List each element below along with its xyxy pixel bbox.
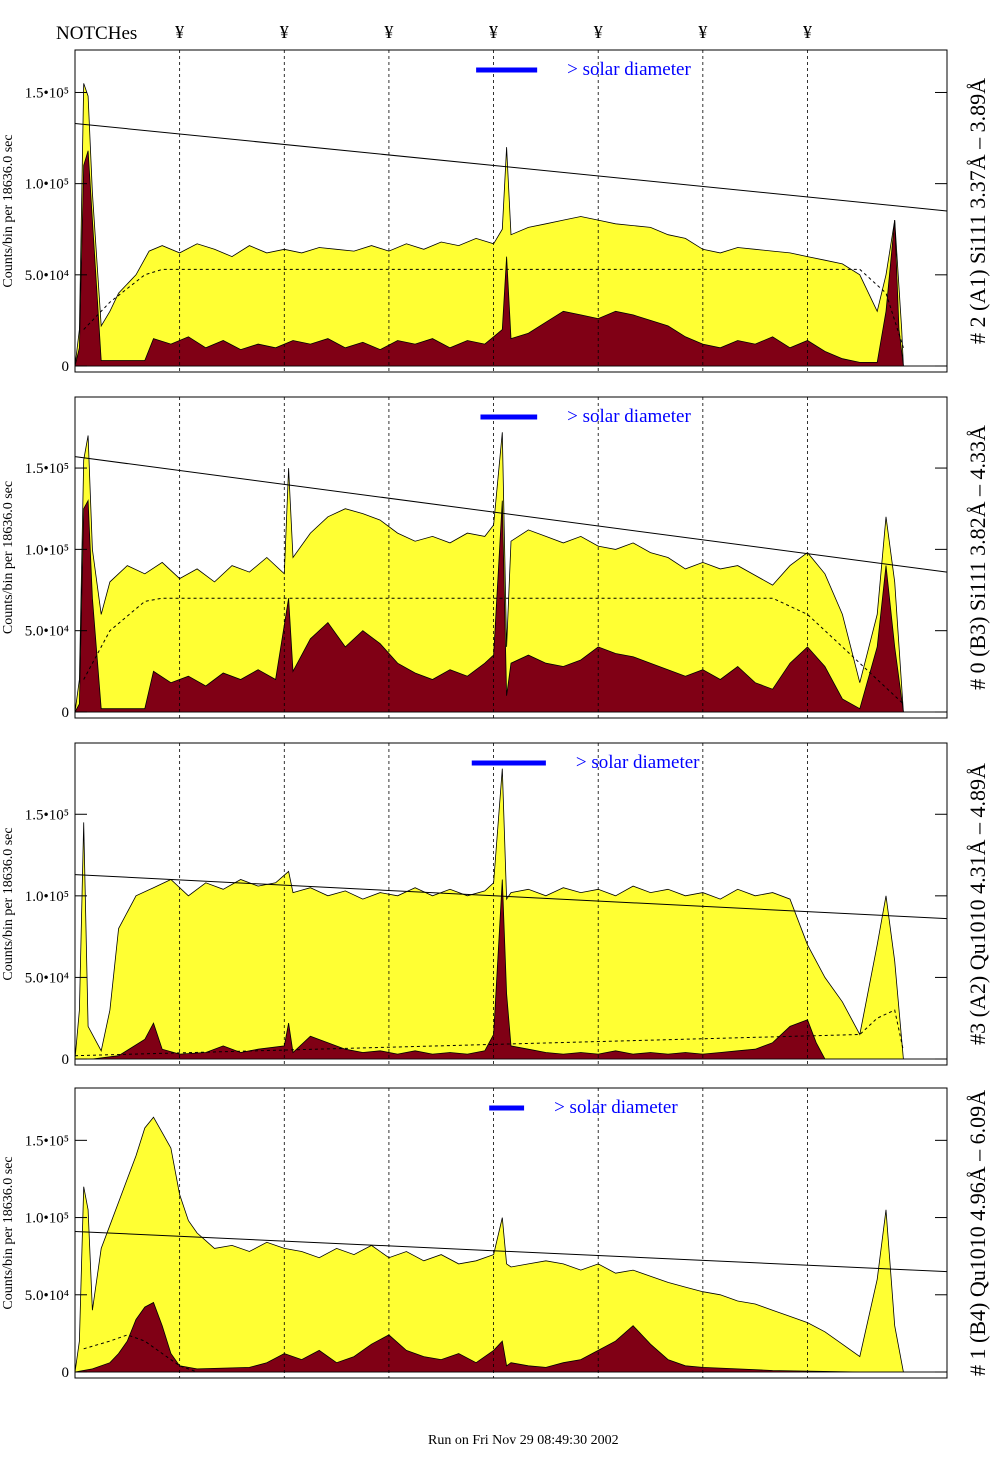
y-tick-label: 1.0•10⁵	[25, 542, 69, 558]
total-counts-histogram	[74, 1116, 947, 1373]
panel-range-label: # 2 (A1) Si111 3.37Å – 3.89Å	[965, 78, 990, 344]
spectrum-panels: 0 5.0•10⁴ 1.0•10⁵ 1.5•10⁵ > solar diameter Co…	[1, 49, 990, 1381]
continuum-line	[74, 122, 948, 212]
solar-diameter-label: > solar diameter	[554, 1097, 678, 1118]
panel-1: 0 5.0•10⁴ 1.0•10⁵ 1.5•10⁵ > solar diameter Co…	[1, 49, 990, 375]
y-tick-label: 1.0•10⁵	[25, 1211, 69, 1227]
y-tick-label: 5.0•10⁴	[25, 1288, 69, 1304]
total-counts-histogram	[74, 83, 947, 367]
y-tick-label: 5.0•10⁴	[25, 268, 69, 284]
solar-diameter-label: > solar diameter	[567, 59, 691, 80]
y-tick-label: 0	[62, 1052, 70, 1068]
notch-mark-1: ¥	[175, 22, 184, 42]
notch-mark-7: ¥	[803, 22, 812, 42]
panel-range-label: # 0 (B3) Si111 3.82Å – 4.33Å	[965, 425, 990, 690]
y-tick-label: 5.0•10⁴	[25, 624, 69, 640]
continuum-line	[74, 456, 948, 573]
notch-mark-5: ¥	[594, 22, 603, 42]
y-tick-label: 0	[62, 705, 70, 721]
notch-mark-3: ¥	[384, 22, 393, 42]
line-counts-histogram	[74, 499, 947, 713]
notch-markers: ¥ ¥ ¥ ¥ ¥ ¥ ¥	[175, 22, 812, 42]
run-timestamp: Run on Fri Nov 29 08:49:30 2002	[428, 1433, 619, 1448]
notch-mark-6: ¥	[698, 22, 707, 42]
notch-mark-2: ¥	[280, 22, 289, 42]
y-axis-label: Counts/bin per 18636.0 sec	[1, 1156, 16, 1309]
solar-diameter-label: > solar diameter	[576, 752, 700, 773]
line-counts-histogram	[75, 879, 947, 1060]
y-tick-label: 0	[62, 1365, 70, 1381]
panel-4: 0 5.0•10⁴ 1.0•10⁵ 1.5•10⁵ > solar diameter Co…	[1, 1087, 990, 1381]
continuum-line	[74, 874, 948, 920]
y-tick-label: 0	[62, 359, 70, 375]
y-tick-label: 5.0•10⁴	[25, 970, 69, 986]
panel-2: 0 5.0•10⁴ 1.0•10⁵ 1.5•10⁵ > solar diameter Co…	[1, 396, 990, 721]
continuum-line	[74, 1230, 948, 1273]
y-axis-label: Counts/bin per 18636.0 sec	[1, 134, 16, 287]
line-counts-histogram	[74, 1301, 947, 1373]
y-tick-label: 1.5•10⁵	[25, 85, 69, 101]
notch-mark-4: ¥	[489, 22, 498, 42]
fit-dashed-line	[83, 597, 904, 705]
panel-range-label: # 1 (B4) Qu1010 4.96Å – 6.09Å	[965, 1090, 990, 1376]
fit-dashed-line	[74, 1009, 904, 1057]
y-axis-label: Counts/bin per 18636.0 sec	[1, 827, 16, 980]
y-tick-label: 1.0•10⁵	[25, 177, 69, 193]
panel-range-label: #3 (A2) Qu1010 4.31Å – 4.89Å	[965, 763, 990, 1045]
notches-label: NOTCHes	[56, 23, 137, 44]
y-tick-label: 1.0•10⁵	[25, 889, 69, 905]
y-tick-label: 1.5•10⁵	[25, 807, 69, 823]
fit-dashed-line	[83, 268, 904, 348]
y-tick-label: 1.5•10⁵	[25, 461, 69, 477]
y-tick-label: 1.5•10⁵	[25, 1133, 69, 1149]
y-axis-label: Counts/bin per 18636.0 sec	[1, 481, 16, 634]
line-counts-histogram	[74, 150, 947, 367]
total-counts-histogram	[74, 432, 947, 713]
panel-3: 0 5.0•10⁴ 1.0•10⁵ 1.5•10⁵ > solar diameter Co…	[1, 742, 990, 1068]
solar-diameter-label: > solar diameter	[567, 406, 691, 427]
